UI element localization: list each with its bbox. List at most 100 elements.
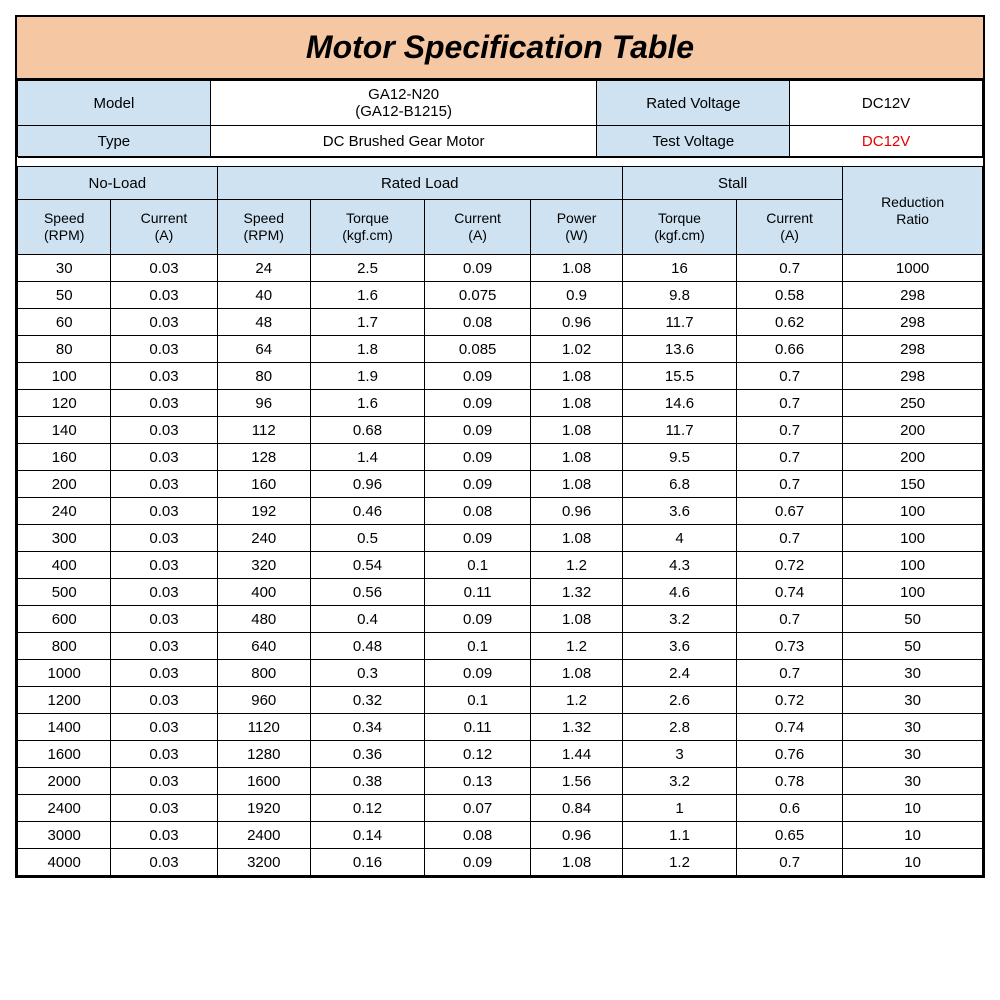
table-cell: 0.03 bbox=[111, 390, 217, 417]
table-cell: 0.96 bbox=[531, 822, 623, 849]
table-cell: 640 bbox=[217, 633, 310, 660]
table-cell: 30 bbox=[843, 714, 983, 741]
header-rated-torque: Torque(kgf.cm) bbox=[310, 200, 424, 255]
table-cell: 2400 bbox=[18, 795, 111, 822]
table-cell: 100 bbox=[18, 363, 111, 390]
table-cell: 60 bbox=[18, 309, 111, 336]
table-cell: 4.6 bbox=[622, 579, 736, 606]
table-cell: 1.1 bbox=[622, 822, 736, 849]
table-cell: 0.46 bbox=[310, 498, 424, 525]
table-row: 800.03641.80.0851.0213.60.66298 bbox=[18, 336, 983, 363]
table-cell: 0.075 bbox=[425, 282, 531, 309]
table-cell: 1.56 bbox=[531, 768, 623, 795]
table-cell: 0.13 bbox=[425, 768, 531, 795]
table-cell: 0.03 bbox=[111, 660, 217, 687]
table-cell: 0.09 bbox=[425, 417, 531, 444]
table-cell: 1.6 bbox=[310, 282, 424, 309]
table-cell: 1.2 bbox=[531, 687, 623, 714]
header-noload: No-Load bbox=[18, 167, 218, 200]
table-row: 600.03481.70.080.9611.70.62298 bbox=[18, 309, 983, 336]
type-label: Type bbox=[18, 126, 211, 157]
table-cell: 15.5 bbox=[622, 363, 736, 390]
table-cell: 30 bbox=[843, 687, 983, 714]
table-cell: 1.02 bbox=[531, 336, 623, 363]
hdr-text: Current(A) bbox=[454, 210, 501, 243]
rated-voltage-value: DC12V bbox=[790, 81, 983, 126]
table-cell: 960 bbox=[217, 687, 310, 714]
table-cell: 150 bbox=[843, 471, 983, 498]
table-cell: 800 bbox=[18, 633, 111, 660]
table-cell: 0.11 bbox=[425, 714, 531, 741]
table-row: 1600.031281.40.091.089.50.7200 bbox=[18, 444, 983, 471]
table-cell: 0.1 bbox=[425, 687, 531, 714]
table-cell: 1920 bbox=[217, 795, 310, 822]
table-cell: 0.03 bbox=[111, 606, 217, 633]
table-cell: 0.08 bbox=[425, 822, 531, 849]
table-cell: 0.09 bbox=[425, 255, 531, 282]
table-cell: 0.96 bbox=[310, 471, 424, 498]
table-cell: 50 bbox=[18, 282, 111, 309]
table-row: 30000.0324000.140.080.961.10.6510 bbox=[18, 822, 983, 849]
table-cell: 298 bbox=[843, 336, 983, 363]
table-cell: 2.8 bbox=[622, 714, 736, 741]
table-cell: 0.74 bbox=[737, 579, 843, 606]
table-cell: 400 bbox=[217, 579, 310, 606]
table-cell: 6.8 bbox=[622, 471, 736, 498]
table-cell: 10 bbox=[843, 795, 983, 822]
table-cell: 9.5 bbox=[622, 444, 736, 471]
table-cell: 1.44 bbox=[531, 741, 623, 768]
table-cell: 1600 bbox=[18, 741, 111, 768]
hdr-text: Torque(kgf.cm) bbox=[342, 210, 393, 243]
table-cell: 0.11 bbox=[425, 579, 531, 606]
table-cell: 112 bbox=[217, 417, 310, 444]
table-cell: 0.1 bbox=[425, 633, 531, 660]
model-value-line1: GA12-N20 bbox=[368, 86, 439, 103]
table-row: 5000.034000.560.111.324.60.74100 bbox=[18, 579, 983, 606]
table-cell: 100 bbox=[843, 552, 983, 579]
header-rated-current: Current(A) bbox=[425, 200, 531, 255]
table-cell: 0.7 bbox=[737, 606, 843, 633]
table-cell: 1000 bbox=[843, 255, 983, 282]
header-stall-torque: Torque(kgf.cm) bbox=[622, 200, 736, 255]
table-cell: 3.6 bbox=[622, 633, 736, 660]
table-row: 1200.03961.60.091.0814.60.7250 bbox=[18, 390, 983, 417]
table-row: 20000.0316000.380.131.563.20.7830 bbox=[18, 768, 983, 795]
table-cell: 0.085 bbox=[425, 336, 531, 363]
table-cell: 250 bbox=[843, 390, 983, 417]
table-cell: 0.62 bbox=[737, 309, 843, 336]
table-cell: 0.03 bbox=[111, 714, 217, 741]
table-cell: 298 bbox=[843, 363, 983, 390]
table-cell: 9.8 bbox=[622, 282, 736, 309]
table-cell: 0.4 bbox=[310, 606, 424, 633]
table-cell: 0.3 bbox=[310, 660, 424, 687]
table-cell: 0.08 bbox=[425, 498, 531, 525]
table-cell: 1.08 bbox=[531, 417, 623, 444]
header-rated-power: Power(W) bbox=[531, 200, 623, 255]
table-cell: 0.56 bbox=[310, 579, 424, 606]
table-cell: 1600 bbox=[217, 768, 310, 795]
table-cell: 1280 bbox=[217, 741, 310, 768]
table-cell: 13.6 bbox=[622, 336, 736, 363]
table-cell: 0.68 bbox=[310, 417, 424, 444]
table-cell: 298 bbox=[843, 309, 983, 336]
table-cell: 1.2 bbox=[531, 552, 623, 579]
table-cell: 2000 bbox=[18, 768, 111, 795]
table-cell: 0.03 bbox=[111, 255, 217, 282]
table-cell: 1.32 bbox=[531, 714, 623, 741]
table-cell: 0.74 bbox=[737, 714, 843, 741]
table-cell: 0.58 bbox=[737, 282, 843, 309]
table-cell: 0.7 bbox=[737, 471, 843, 498]
table-cell: 0.7 bbox=[737, 363, 843, 390]
table-cell: 100 bbox=[843, 525, 983, 552]
table-cell: 0.1 bbox=[425, 552, 531, 579]
table-cell: 0.48 bbox=[310, 633, 424, 660]
table-cell: 1.08 bbox=[531, 606, 623, 633]
table-cell: 0.7 bbox=[737, 417, 843, 444]
hdr-text: Speed(RPM) bbox=[44, 210, 84, 243]
header-reduction-text: ReductionRatio bbox=[881, 194, 944, 227]
table-cell: 0.6 bbox=[737, 795, 843, 822]
page-title: Motor Specification Table bbox=[17, 17, 983, 80]
table-cell: 0.66 bbox=[737, 336, 843, 363]
table-cell: 0.09 bbox=[425, 606, 531, 633]
table-cell: 50 bbox=[843, 633, 983, 660]
